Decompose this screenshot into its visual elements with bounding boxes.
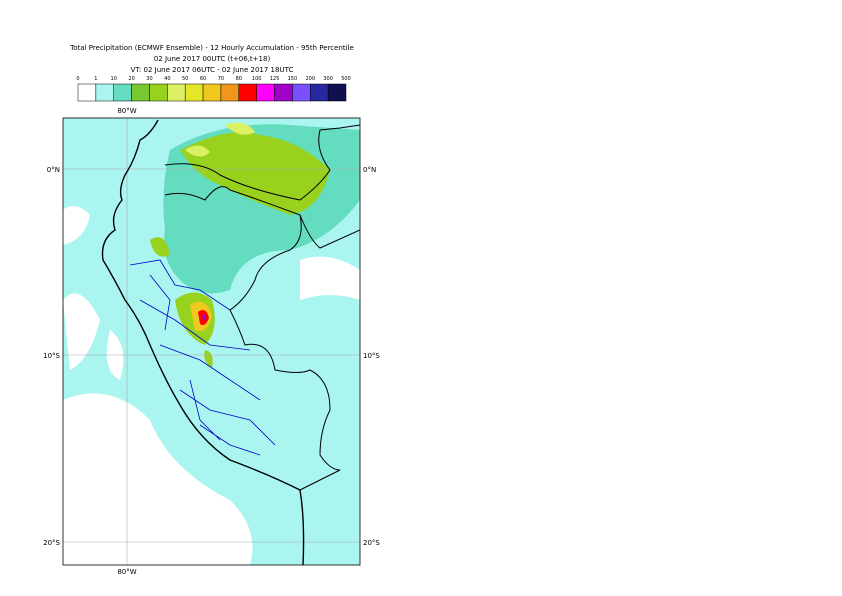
legend-swatch <box>167 83 186 102</box>
legend-label: 100 <box>252 76 262 82</box>
legend-label: 300 <box>323 76 333 82</box>
legend-label: 50 <box>182 76 188 82</box>
lat-label: 0°N <box>47 166 60 174</box>
legend-label: 70 <box>218 76 224 82</box>
legend-swatch <box>238 83 257 102</box>
axis-labels: 80°W 80°W 0°N 10°S 20°S 0°N 10°S 20°S <box>43 107 380 576</box>
legend-label: 20 <box>128 76 134 82</box>
lon-label: 80°W <box>117 568 136 576</box>
legend-label: 125 <box>270 76 280 82</box>
precip-area <box>185 122 255 157</box>
legend-label: 150 <box>288 76 298 82</box>
legend-swatch <box>184 83 204 102</box>
legend-swatch <box>95 83 114 102</box>
country-border <box>164 124 360 491</box>
lat-label: 20°S <box>43 539 60 547</box>
title-line: VT: 02 June 2017 06UTC - 02 June 2017 18… <box>131 66 294 74</box>
legend-label: 1 <box>94 76 97 82</box>
title-line: Total Precipitation (ECMWF Ensemble) - 1… <box>69 44 354 52</box>
lat-label: 10°S <box>363 352 380 360</box>
map-frame <box>62 117 361 566</box>
title-block: Total Precipitation (ECMWF Ensemble) - 1… <box>69 44 354 74</box>
legend-label: 10 <box>111 76 117 82</box>
legend-swatch <box>292 83 311 102</box>
legend-label: 0 <box>76 76 79 82</box>
precip-area <box>180 132 330 215</box>
legend-swatch <box>327 83 347 102</box>
legend-label: 60 <box>200 76 206 82</box>
dry-area <box>63 206 360 380</box>
legend-label: 200 <box>305 76 315 82</box>
legend-swatch <box>113 83 132 102</box>
title-line: 02 June 2017 00UTC (t+06,t+18) <box>154 55 271 63</box>
legend-swatch <box>131 83 150 102</box>
legend-swatch <box>220 83 240 102</box>
precip-area <box>202 314 206 321</box>
legend-label: 500 <box>341 76 351 82</box>
legend-swatch <box>274 83 293 102</box>
lat-label: 0°N <box>363 166 376 174</box>
legend-swatch <box>202 83 222 102</box>
precip-area <box>150 237 215 368</box>
legend-label: 30 <box>146 76 152 82</box>
map <box>63 118 360 565</box>
lat-label: 20°S <box>363 539 380 547</box>
legend-swatch <box>77 83 97 102</box>
legend-swatch <box>256 83 275 102</box>
lon-label: 80°W <box>117 107 136 115</box>
dry-area <box>63 293 253 565</box>
region-border <box>129 259 276 456</box>
legend-swatch <box>149 83 168 102</box>
legend-swatch <box>310 83 329 102</box>
legend: 0 1 10 20 30 40 50 60 70 80 100 125 150 200 300 500 <box>76 76 351 102</box>
legend-label: 40 <box>164 76 170 82</box>
coastline <box>101 119 305 565</box>
legend-label: 80 <box>236 76 242 82</box>
lat-label: 10°S <box>43 352 60 360</box>
